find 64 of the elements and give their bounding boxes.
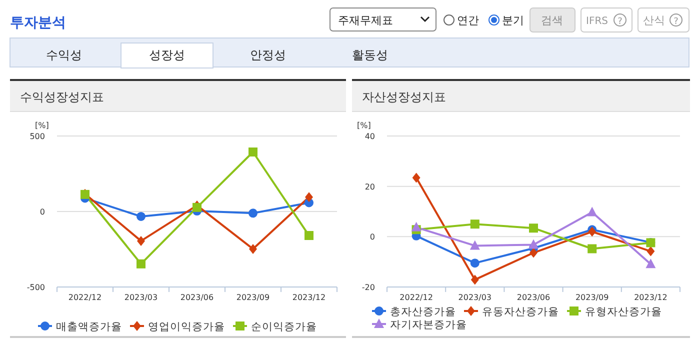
point [136,259,146,268]
point [136,212,146,221]
y-tick-label: 40 [364,132,375,141]
legend-label: 유형자산증가율 [585,306,662,318]
text: 안정성 [250,48,286,62]
point [304,231,314,240]
point [470,274,479,285]
text: 연간 [457,14,479,27]
legend-label: 자기자본증가율 [390,319,467,331]
y-tick-label: 500 [30,132,45,141]
y-tick-label: 0 [370,232,375,242]
point [248,148,258,157]
point [470,220,480,229]
x-tick-label: 2023/12 [634,293,668,302]
legend-label: 매출액증가율 [56,321,122,333]
point [646,258,656,268]
text: ? [674,17,679,27]
text: IFRS [586,16,608,27]
x-tick-label: 2023/09 [575,293,609,302]
legend-label: 영업이익증가율 [148,321,225,333]
x-tick-label: 2023/06 [180,293,214,302]
point [470,240,480,250]
text: 투자분석 [10,15,66,31]
y-tick-label: -20 [362,283,375,292]
text: ? [618,17,623,27]
point [529,224,538,233]
point [646,246,655,256]
legend-label: 유동자산증가율 [482,306,559,318]
text: 검색 [541,14,563,27]
text: 수익성 [46,48,82,62]
y-tick-label: 20 [364,182,375,192]
x-tick-label: 2022/12 [68,293,102,302]
y-axis-title: [%] [35,121,49,130]
point [528,239,538,249]
x-tick-label: 2023/03 [124,293,158,302]
text: 활동성 [352,48,388,62]
x-tick-label: 2023/06 [516,293,550,302]
y-tick-label: 0 [40,208,45,216]
point [470,258,480,268]
point [411,222,422,232]
point [588,226,596,237]
text: 주재무제표 [338,14,393,27]
y-axis-title: [%] [357,121,371,130]
point [412,172,420,183]
point [137,236,145,246]
point [248,208,258,218]
chart-title: 수익성장성지표 [20,90,104,104]
x-tick-label: 2023/12 [292,293,326,302]
x-tick-label: 2022/12 [400,293,433,302]
text: 분기 [502,14,524,27]
legend-label: 총자산증가율 [390,306,456,318]
chart-title: 자산성장성지표 [362,90,446,104]
text: 성장성 [149,48,185,62]
legend-label: 순이익증가율 [251,321,317,333]
x-tick-label: 2023/09 [236,293,270,302]
point [249,244,257,254]
point [192,202,202,212]
text: 산식 [643,14,665,27]
y-tick-label: -500 [26,283,45,292]
point [530,248,538,258]
point [588,244,597,254]
point [305,192,313,202]
point [587,206,598,216]
x-tick-label: 2023/03 [458,293,492,302]
